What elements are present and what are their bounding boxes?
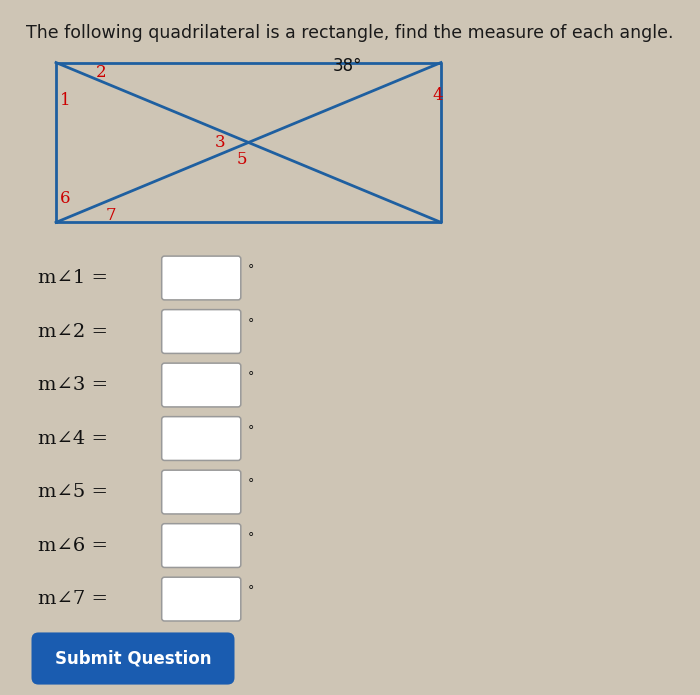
Text: °: ° bbox=[248, 370, 254, 383]
Text: m∠2 =: m∠2 = bbox=[38, 322, 108, 341]
Text: m∠1 =: m∠1 = bbox=[38, 269, 108, 287]
Text: °: ° bbox=[248, 317, 254, 329]
Text: 1: 1 bbox=[60, 92, 71, 109]
FancyBboxPatch shape bbox=[32, 632, 235, 685]
FancyBboxPatch shape bbox=[162, 256, 241, 300]
Text: °: ° bbox=[248, 477, 254, 490]
FancyBboxPatch shape bbox=[162, 417, 241, 461]
Text: Submit Question: Submit Question bbox=[55, 650, 211, 667]
Text: m∠5 =: m∠5 = bbox=[38, 483, 108, 501]
Text: m∠7 =: m∠7 = bbox=[38, 590, 108, 608]
Text: 3: 3 bbox=[215, 134, 226, 151]
Text: °: ° bbox=[248, 424, 254, 436]
Text: 5: 5 bbox=[236, 152, 246, 168]
FancyBboxPatch shape bbox=[162, 310, 241, 353]
Text: The following quadrilateral is a rectangle, find the measure of each angle.: The following quadrilateral is a rectang… bbox=[27, 24, 673, 42]
Text: °: ° bbox=[248, 584, 254, 597]
Text: m∠4 =: m∠4 = bbox=[38, 430, 108, 448]
Text: °: ° bbox=[248, 263, 254, 276]
Text: 7: 7 bbox=[105, 207, 116, 224]
Text: 4: 4 bbox=[432, 88, 443, 104]
FancyBboxPatch shape bbox=[162, 363, 241, 407]
Text: 6: 6 bbox=[60, 190, 70, 207]
FancyBboxPatch shape bbox=[162, 524, 241, 567]
Text: °: ° bbox=[248, 531, 254, 543]
Text: m∠3 =: m∠3 = bbox=[38, 376, 108, 394]
FancyBboxPatch shape bbox=[162, 471, 241, 514]
FancyBboxPatch shape bbox=[162, 577, 241, 621]
Text: 38°: 38° bbox=[333, 57, 363, 75]
Text: m∠6 =: m∠6 = bbox=[38, 537, 108, 555]
Text: 2: 2 bbox=[96, 65, 107, 81]
